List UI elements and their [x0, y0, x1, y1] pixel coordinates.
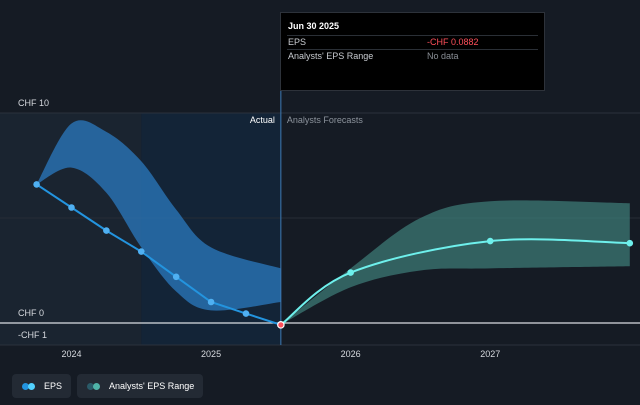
- eps-range-swatch-icon: [87, 382, 102, 390]
- eps-range-band: [36, 120, 281, 311]
- eps-point: [103, 227, 110, 234]
- eps-point: [347, 269, 354, 276]
- eps-point: [486, 237, 494, 245]
- eps-point: [33, 181, 40, 188]
- eps-point: [172, 273, 180, 281]
- y-tick-label: CHF 10: [18, 98, 49, 108]
- eps-lines: [36, 183, 630, 326]
- y-axis-labels: CHF 10 CHF 0 -CHF 1: [18, 98, 49, 340]
- x-tick-label: 2026: [341, 349, 361, 359]
- x-tick-label: 2024: [61, 349, 81, 359]
- tooltip-range-label: Analysts' EPS Range: [288, 51, 374, 61]
- legend-eps-range[interactable]: Analysts' EPS Range: [77, 374, 204, 398]
- tooltip-eps-value: -CHF 0.0882: [427, 37, 479, 47]
- eps-point: [277, 321, 285, 329]
- eps-point: [137, 248, 145, 255]
- forecast-label: Analysts Forecasts: [287, 115, 364, 125]
- eps-range-bands: [36, 120, 630, 325]
- tooltip-date: Jun 30 2025: [288, 21, 340, 31]
- tooltip-eps-label: EPS: [288, 37, 307, 47]
- y-tick-label: -CHF 1: [18, 330, 47, 340]
- tooltip-row-eps: EPS -CHF 0.0882: [287, 35, 538, 49]
- eps-line: [280, 238, 630, 326]
- actual-label: Actual: [250, 115, 275, 125]
- legend-eps[interactable]: EPS: [12, 374, 72, 398]
- eps-range-band: [280, 200, 630, 325]
- legend-eps-label: EPS: [44, 381, 63, 391]
- x-tick-label: 2027: [480, 349, 500, 359]
- x-axis-labels: 2024 2025 2026 2027: [61, 349, 500, 359]
- tooltip: Jun 30 2025 EPS -CHF 0.0882 Analysts' EP…: [280, 12, 545, 91]
- eps-swatch-icon: [22, 382, 37, 390]
- eps-points: [33, 181, 634, 329]
- y-tick-label: CHF 0: [18, 308, 44, 318]
- eps-line: [36, 183, 282, 326]
- x-tick-label: 2025: [201, 349, 221, 359]
- tooltip-row-range: Analysts' EPS Range No data: [287, 49, 538, 63]
- eps-point: [207, 298, 215, 306]
- eps-point: [626, 239, 634, 247]
- tooltip-range-value: No data: [427, 51, 459, 61]
- legend-eps-range-label: Analysts' EPS Range: [109, 381, 195, 391]
- eps-point: [68, 204, 75, 211]
- legend: EPS Analysts' EPS Range: [12, 374, 204, 398]
- eps-point: [242, 310, 250, 317]
